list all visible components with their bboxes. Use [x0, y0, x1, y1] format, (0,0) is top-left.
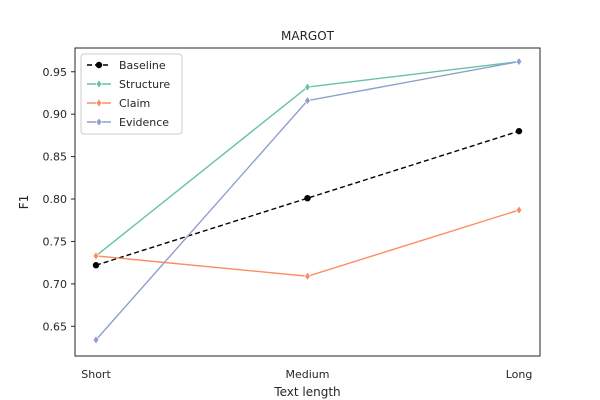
data-point-claim	[92, 251, 100, 261]
x-tick-label-medium: Medium	[286, 368, 330, 381]
data-point-structure	[304, 82, 311, 92]
y-tick-label: 0.95	[43, 66, 68, 79]
y-tick-label: 0.75	[43, 235, 68, 248]
x-axis-label: Text length	[273, 385, 340, 399]
legend-label-baseline: Baseline	[119, 59, 166, 72]
legend-box	[80, 53, 183, 135]
series-evidence	[92, 57, 523, 345]
y-tick-label: 0.80	[43, 193, 68, 206]
legend-label-structure: Structure	[119, 78, 170, 91]
data-point-evidence	[92, 335, 100, 345]
y-tick-label: 0.65	[43, 320, 68, 333]
legend-label-claim: Claim	[119, 97, 150, 110]
legend-marker-claim	[95, 98, 103, 108]
series-claim	[92, 205, 523, 281]
legend-marker-baseline	[95, 61, 103, 69]
legend-label-evidence: Evidence	[119, 116, 169, 129]
data-point-baseline	[515, 127, 523, 135]
data-point-baseline	[304, 194, 311, 202]
data-point-evidence	[304, 96, 311, 106]
y-tick-label: 0.90	[43, 108, 68, 121]
x-tick-label-short: Short	[81, 368, 111, 381]
y-axis: 0.65 0.70 0.75 0.80 0.85 0.90 0.95	[43, 66, 75, 333]
x-axis: Short Medium Long	[81, 368, 532, 381]
series-line-baseline	[95, 130, 520, 266]
plot-frame	[74, 47, 541, 357]
y-tick-label: 0.85	[43, 151, 68, 164]
x-tick-label-long: Long	[506, 368, 533, 381]
y-tick-label: 0.70	[43, 278, 68, 291]
data-point-evidence	[515, 57, 523, 67]
legend-marker-structure	[95, 79, 103, 89]
y-axis-label: F1	[17, 195, 31, 210]
plot-area	[92, 57, 523, 345]
chart-title: MARGOT	[281, 29, 335, 43]
data-point-baseline	[92, 262, 100, 269]
legend: Baseline Structure Claim Evidence	[80, 53, 183, 135]
data-point-claim	[304, 271, 311, 281]
series-baseline	[92, 127, 523, 269]
data-point-claim	[515, 205, 523, 215]
legend-marker-evidence	[95, 117, 103, 127]
